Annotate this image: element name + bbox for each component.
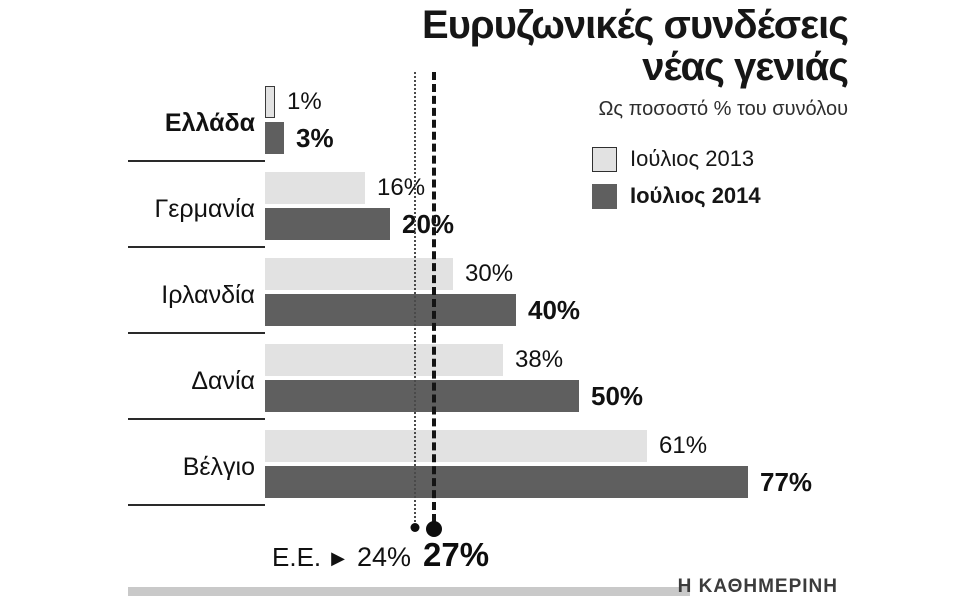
- bar-row: 20%: [265, 208, 454, 240]
- category-label: Βέλγιο: [128, 430, 265, 506]
- bar-value-label: 30%: [465, 260, 514, 287]
- category-label: Ιρλανδία: [128, 258, 265, 334]
- eu-value-2014: 27%: [423, 536, 490, 573]
- bar-2014: [265, 208, 390, 240]
- bar-row: 61%: [265, 430, 812, 462]
- bar-value-label: 61%: [659, 432, 708, 459]
- bar-value-label: 3%: [296, 122, 334, 153]
- bar-2013: [265, 258, 453, 290]
- footer-rule: [128, 587, 690, 596]
- eu-dot-2014: [426, 521, 443, 537]
- bar-2013: [265, 430, 647, 462]
- chart-row: Βέλγιο 61% 77%: [0, 430, 960, 506]
- chart-rows: Ελλάδα 1% 3% Γερμανία 16% 20% Ιρλανδία 30% 40% Δα…: [0, 86, 960, 516]
- publisher-logo: Η ΚΑΘΗΜΕΡΙΝΗ: [677, 576, 838, 597]
- legend-label-2014: Ιούλιος 2014: [630, 183, 761, 208]
- legend-swatch-2013: [592, 146, 617, 172]
- bar-value-label: 40%: [528, 294, 581, 325]
- category-label: Ελλάδα: [128, 86, 265, 162]
- category-label: Γερμανία: [128, 172, 265, 248]
- chart-header: Ευρυζωνικές συνδέσεις νέας γενιάς Ως ποσ…: [421, 3, 849, 121]
- bar-value-label: 1%: [287, 88, 322, 115]
- bar-group: 61% 77%: [265, 430, 812, 506]
- bar-row: 1%: [265, 86, 334, 118]
- chart-row: Γερμανία 16% 20%: [0, 172, 960, 248]
- legend-label-2013: Ιούλιος 2013: [630, 146, 755, 171]
- bar-row: 16%: [265, 172, 454, 204]
- legend-item-2013: Ιούλιος 2013: [592, 146, 761, 172]
- bar-2014: [265, 122, 284, 154]
- bar-row: 3%: [265, 122, 334, 154]
- bar-row: 40%: [265, 294, 580, 326]
- eu-dot-2013: [410, 523, 420, 532]
- bar-group: 16% 20%: [265, 172, 454, 248]
- legend-swatch-2014: [592, 183, 617, 209]
- bar-2014: [265, 380, 579, 412]
- bar-2013: [265, 172, 365, 204]
- legend-item-2014: Ιούλιος 2014: [592, 183, 761, 209]
- bar-value-label: 16%: [377, 174, 426, 201]
- bar-value-label: 38%: [515, 346, 564, 373]
- bar-2014: [265, 466, 748, 498]
- category-label: Δανία: [128, 344, 265, 420]
- bar-group: 30% 40%: [265, 258, 580, 334]
- bar-value-label: 77%: [760, 466, 813, 497]
- bar-2013: [265, 344, 503, 376]
- bar-row: 50%: [265, 380, 643, 412]
- bar-row: 77%: [265, 466, 812, 498]
- chart-row: Δανία 38% 50%: [0, 344, 960, 420]
- chart-title-line2: νέας γενιάς: [642, 45, 849, 89]
- bar-row: 38%: [265, 344, 643, 376]
- bar-group: 38% 50%: [265, 344, 643, 420]
- bar-2013: [265, 86, 275, 118]
- chart-subtitle: Ως ποσοστό % του συνόλου: [598, 98, 848, 120]
- bar-value-label: 50%: [591, 380, 644, 411]
- bar-row: 30%: [265, 258, 580, 290]
- chart-row: Ελλάδα 1% 3%: [0, 86, 960, 162]
- eu-marker-triangle-icon: ▶: [331, 548, 345, 568]
- bar-value-label: 20%: [402, 208, 455, 239]
- chart-legend: Ιούλιος 2013 Ιούλιος 2014: [592, 146, 761, 220]
- bar-2014: [265, 294, 516, 326]
- eu-label: Ε.Ε.: [272, 542, 322, 572]
- bar-group: 1% 3%: [265, 86, 334, 162]
- chart-row: Ιρλανδία 30% 40%: [0, 258, 960, 334]
- chart-title-line1: Ευρυζωνικές συνδέσεις: [421, 3, 849, 47]
- eu-value-2013: 24%: [356, 542, 412, 572]
- eu-average-annotation: Ε.Ε. ▶ 24% 27%: [272, 536, 489, 574]
